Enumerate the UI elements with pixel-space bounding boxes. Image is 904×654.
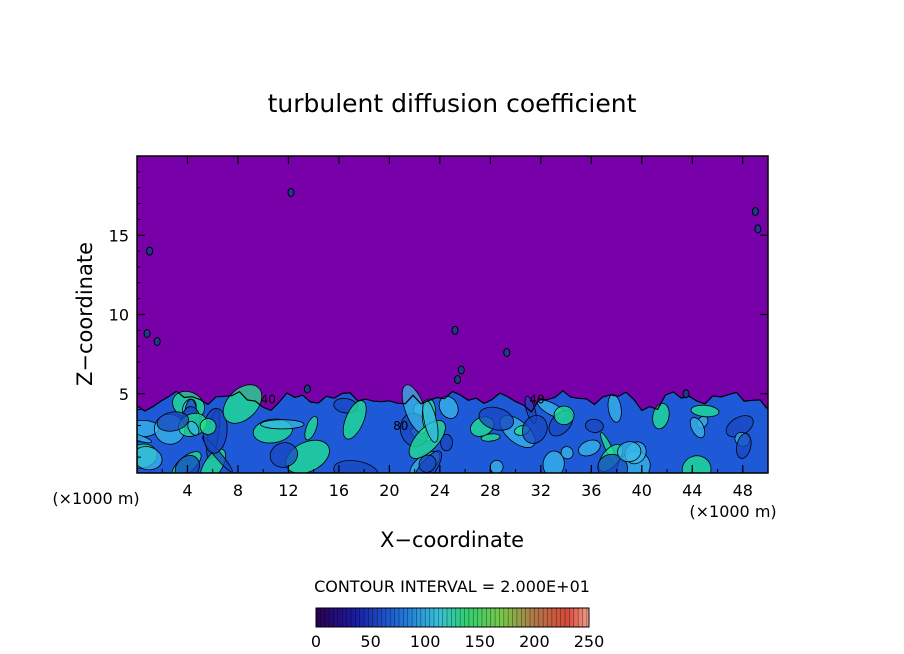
x-tick-label: 48 <box>733 481 753 500</box>
x-axis: 4 8 12 16 20 24 28 32 36 40 44 48 <box>161 156 753 500</box>
y-tick-label: 5 <box>119 385 129 404</box>
eddy-contour <box>137 446 163 471</box>
x-tick-label: 44 <box>682 481 702 500</box>
eddy-contour <box>560 446 574 460</box>
isolated-spot <box>751 206 759 216</box>
eddy-contour <box>607 394 622 423</box>
layer-top-contour <box>137 390 768 473</box>
x-tick-label: 16 <box>329 481 349 500</box>
x-tick-label: 40 <box>632 481 652 500</box>
x-tick-label: 28 <box>480 481 500 500</box>
x-unit-right: (×1000 m) <box>689 502 776 521</box>
eddy-contour <box>418 454 437 473</box>
eddy-contour <box>690 404 720 418</box>
isolated-spot <box>451 325 459 335</box>
eddy-contour <box>222 384 263 424</box>
eddy-contour <box>199 418 217 435</box>
eddy-contour <box>438 395 459 419</box>
eddy-contour <box>342 400 367 440</box>
colorbar-contour-lines <box>315 608 588 627</box>
eddy-contour <box>333 460 379 473</box>
colorbar-tick-label: 150 <box>465 632 496 651</box>
eddy-contour <box>480 433 501 442</box>
x-unit-left: (×1000 m) <box>52 489 139 508</box>
eddy-contour <box>304 416 318 441</box>
colorbar-gradient <box>315 607 590 628</box>
isolated-spot <box>754 224 762 234</box>
x-tick-label: 4 <box>182 481 192 500</box>
colorbar: CONTOUR INTERVAL = 2.000E+01 0 50 100 150 20… <box>311 577 604 651</box>
eddy-contour <box>689 417 706 439</box>
x-tick-label: 20 <box>379 481 399 500</box>
isolated-spot <box>146 246 154 256</box>
isolated-spot <box>454 374 462 384</box>
eddy-contour <box>597 453 628 473</box>
x-tick-label: 12 <box>278 481 298 500</box>
eddy-contour <box>440 433 453 452</box>
isolated-spot <box>153 336 161 346</box>
eddy-contour <box>478 406 514 431</box>
eddy-contour <box>553 405 575 426</box>
eddy-contour <box>578 439 601 457</box>
turbulent-field: 40 40 80 <box>137 187 768 473</box>
y-axis: 5 10 15 <box>109 171 768 458</box>
y-axis-label: Z−coordinate <box>73 242 97 386</box>
x-tick-label: 8 <box>233 481 243 500</box>
eddy-contour <box>736 432 752 459</box>
eddy-contour <box>542 450 565 473</box>
eddy-contour <box>269 442 299 468</box>
colorbar-tick-label: 0 <box>311 632 321 651</box>
isolated-spot <box>143 329 151 339</box>
x-tick-label: 24 <box>430 481 450 500</box>
colorbar-tick-label: 250 <box>574 632 605 651</box>
isolated-spot <box>287 187 295 197</box>
eddy-contour <box>187 420 200 436</box>
isolated-spot <box>457 365 465 375</box>
y-tick-label: 15 <box>109 226 129 245</box>
isolated-spot <box>303 384 311 394</box>
y-tick-label: 10 <box>109 306 129 325</box>
contour-label: 80 <box>393 419 408 433</box>
isolated-spot <box>682 389 690 399</box>
contour-interval-label: CONTOUR INTERVAL = 2.000E+01 <box>314 577 590 596</box>
eddy-contour <box>260 419 305 430</box>
eddy-contour <box>617 441 642 463</box>
eddy-contour <box>585 418 604 433</box>
eddy-contour <box>681 455 712 473</box>
x-tick-label: 32 <box>531 481 551 500</box>
x-axis-label: X−coordinate <box>380 528 524 552</box>
contour-label: 40 <box>529 392 544 406</box>
eddy-contour <box>422 399 439 443</box>
chart-title: turbulent diffusion coefficient <box>268 89 637 118</box>
colorbar-ticks: 0 50 100 150 200 250 <box>311 632 604 651</box>
colorbar-tick-label: 200 <box>519 632 550 651</box>
isolated-spot <box>503 348 511 358</box>
eddy-contour <box>156 411 189 432</box>
contour-label: 40 <box>261 392 276 406</box>
eddy-contour <box>521 414 548 444</box>
x-tick-label: 36 <box>581 481 601 500</box>
colorbar-tick-label: 50 <box>360 632 380 651</box>
colorbar-tick-label: 100 <box>410 632 441 651</box>
